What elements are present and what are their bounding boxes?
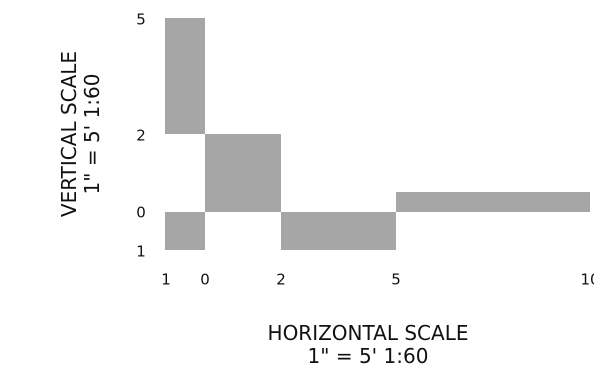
vertical-scale-caption: VERTICAL SCALE 1" = 5' 1:60 xyxy=(57,50,104,218)
horizontal-scale-bar-segment-5-to-10 xyxy=(396,192,590,212)
vertical-tick-label: 2 xyxy=(136,126,146,145)
horizontal-scale-ratio: 1" = 5' 1:60 xyxy=(307,344,429,368)
horizontal-scale-title: HORIZONTAL SCALE xyxy=(267,321,469,345)
horizontal-tick-label: 1 xyxy=(161,270,171,289)
horizontal-tick-label: 10 xyxy=(580,270,594,289)
vertical-tick-label: 1 xyxy=(136,242,146,261)
horizontal-tick-label: 0 xyxy=(200,270,210,289)
vertical-scale-bar-segment-2-to-5 xyxy=(165,18,205,134)
horizontal-tick-label: 2 xyxy=(276,270,286,289)
vertical-tick-label: 5 xyxy=(136,10,146,29)
vertical-scale-ratio: 1" = 5' 1:60 xyxy=(80,73,104,195)
vertical-scale-title: VERTICAL SCALE xyxy=(57,50,81,218)
horizontal-scale-bar-segment-2-to-5 xyxy=(281,212,396,250)
horizontal-scale-bar-segment-0-to-2 xyxy=(205,134,281,212)
vertical-tick-label: 0 xyxy=(136,203,146,222)
horizontal-scale-caption: HORIZONTAL SCALE 1" = 5' 1:60 xyxy=(268,322,469,368)
vertical-scale-bar-segment-1-to-0 xyxy=(165,212,205,250)
horizontal-tick-label: 5 xyxy=(391,270,401,289)
